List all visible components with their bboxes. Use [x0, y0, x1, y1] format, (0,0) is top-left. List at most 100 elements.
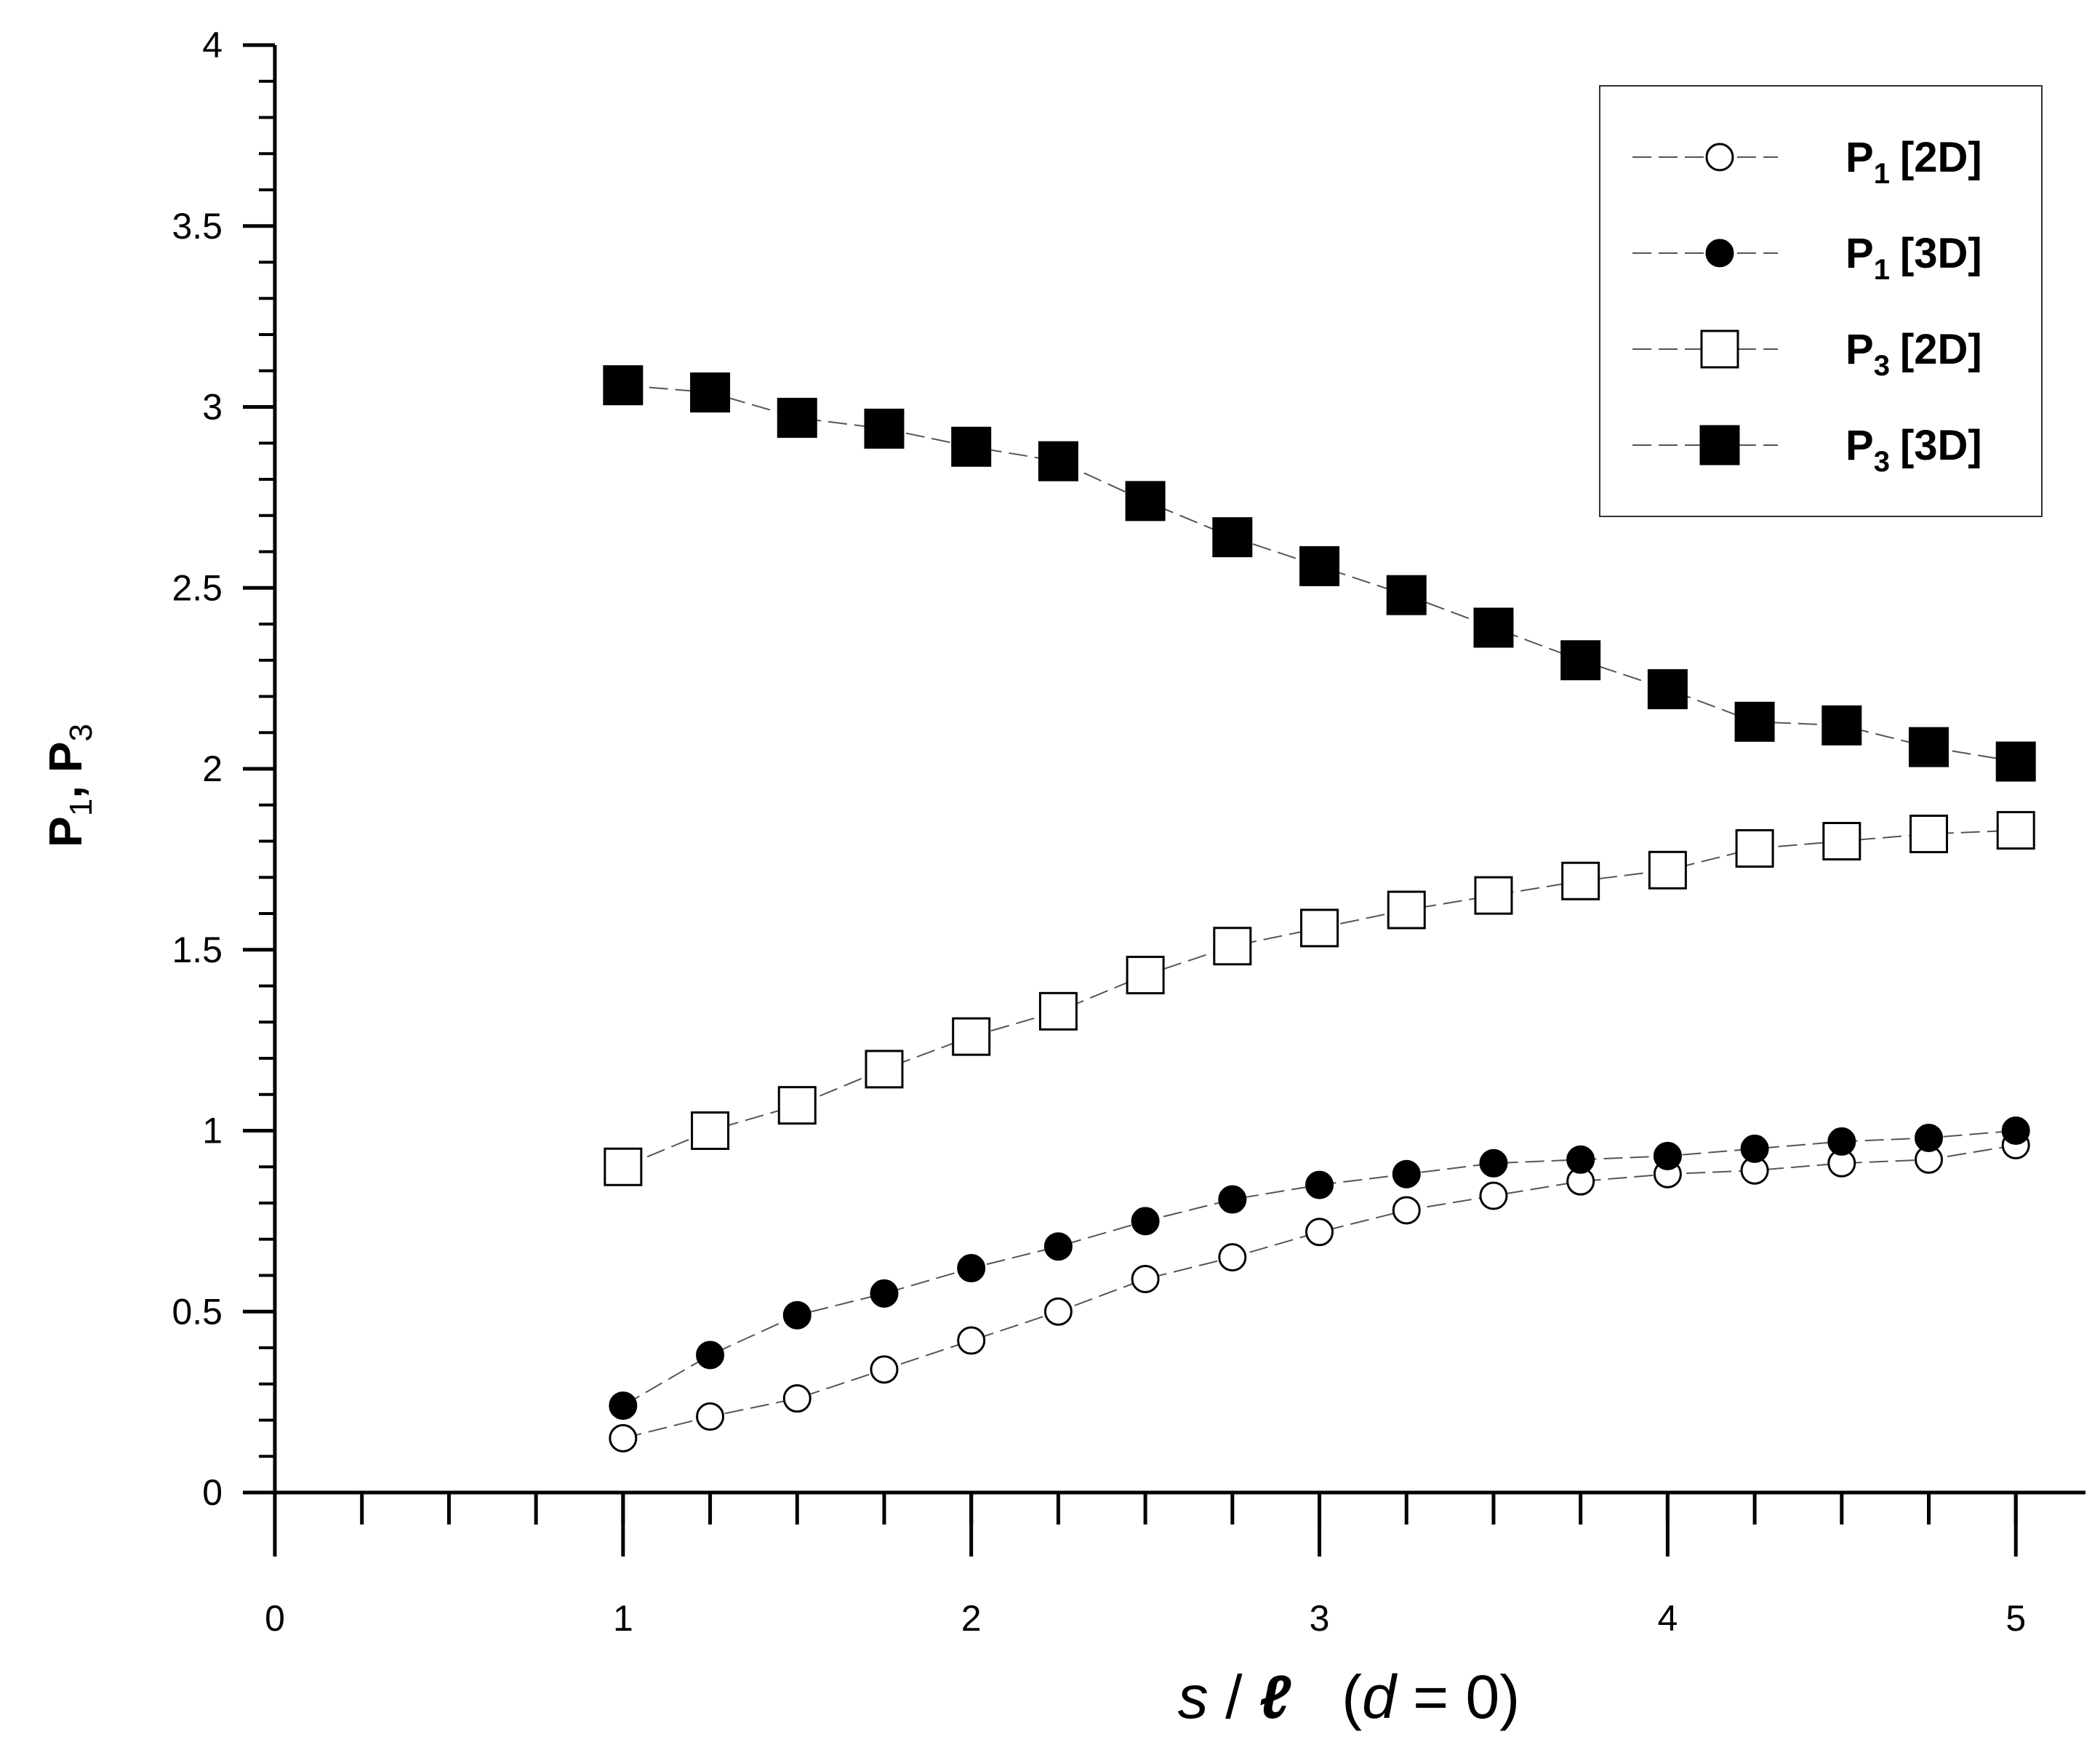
- y-tick-label: 4: [202, 25, 223, 65]
- data-point: [782, 1300, 811, 1330]
- data-point: [604, 1147, 643, 1186]
- data-point: [1038, 991, 1078, 1031]
- axes: 0 0.5 1 1.5 2 2.5 3 3.5 4 0 1 2 3 4 5: [172, 25, 2085, 1639]
- y-tick-label: 3.5: [172, 206, 223, 247]
- data-point: [1909, 727, 1949, 767]
- y-tick-label: 2: [202, 748, 223, 789]
- legend-label: P1 [3D]: [1845, 230, 1982, 286]
- data-point: [691, 1111, 730, 1150]
- data-point: [1560, 640, 1601, 681]
- data-point: [1479, 1181, 1508, 1210]
- series-line: [622, 1144, 2016, 1439]
- data-point: [1392, 1196, 1421, 1225]
- data-point: [1474, 876, 1513, 915]
- legend-entry: P1 [2D]: [1632, 134, 1982, 190]
- data-point: [865, 1050, 904, 1089]
- x-tick-label: 5: [2005, 1598, 2026, 1639]
- legend-label: P1 [2D]: [1845, 134, 1982, 190]
- legend-marker: [1705, 239, 1734, 268]
- axis-titles: s / ℓ (d = 0) P1, P3: [39, 724, 1520, 1731]
- data-point: [1043, 1232, 1073, 1261]
- data-point: [1915, 1123, 1944, 1152]
- legend-label: P3 [3D]: [1845, 422, 1982, 478]
- data-point: [1740, 1134, 1769, 1163]
- data-series: [603, 365, 2036, 1453]
- data-point: [696, 1402, 725, 1431]
- data-point: [2001, 1116, 2030, 1145]
- x-axis-title: s / ℓ (d = 0): [1178, 1663, 1520, 1731]
- data-point: [1387, 890, 1426, 930]
- series-line: [622, 829, 2016, 1168]
- data-point: [1131, 1264, 1160, 1293]
- data-point: [1392, 1159, 1421, 1188]
- y-tick-label: 1: [202, 1111, 223, 1151]
- legend-label: P3 [2D]: [1845, 326, 1982, 382]
- x-tick-label: 3: [1310, 1598, 1330, 1639]
- data-point: [777, 397, 817, 438]
- data-point: [1386, 575, 1427, 615]
- data-point: [782, 1384, 811, 1413]
- data-point: [1043, 1297, 1073, 1326]
- data-point: [1038, 441, 1078, 482]
- data-point: [957, 1254, 986, 1283]
- y-tick-label: 0: [202, 1472, 223, 1513]
- legend-entry: P3 [2D]: [1632, 326, 1982, 382]
- data-point: [1822, 822, 1861, 860]
- legend-marker: [1699, 425, 1740, 466]
- data-point: [1909, 815, 1949, 854]
- data-point: [1647, 669, 1688, 710]
- y-tick-label: 0.5: [172, 1291, 223, 1332]
- data-point: [957, 1326, 986, 1355]
- data-point: [1653, 1141, 1682, 1170]
- legend-entry: P3 [3D]: [1632, 422, 1982, 478]
- data-point: [1125, 481, 1166, 522]
- data-point: [1300, 908, 1339, 948]
- x-tick-label: 0: [265, 1598, 285, 1639]
- data-point: [1299, 546, 1340, 586]
- y-axis-title: P1, P3: [39, 724, 99, 847]
- data-point: [1131, 1207, 1160, 1236]
- legend: P1 [2D] P1 [3D] P3 [2D] P3 [3D]: [1599, 85, 2043, 517]
- data-point: [1479, 1148, 1508, 1178]
- data-point: [1126, 956, 1165, 995]
- x-tick-label: 1: [613, 1598, 633, 1639]
- data-point: [951, 426, 992, 467]
- data-point: [1218, 1243, 1247, 1272]
- data-point: [690, 372, 731, 413]
- x-tick-label: 4: [1657, 1598, 1678, 1639]
- series-square-filled: [603, 365, 2036, 782]
- data-point: [1305, 1170, 1334, 1199]
- data-point: [864, 408, 905, 449]
- legend-entry: P1 [3D]: [1632, 230, 1982, 286]
- legend-marker: [1700, 329, 1739, 369]
- data-point: [603, 365, 644, 406]
- series-square-open: [604, 811, 2035, 1186]
- data-point: [609, 1391, 638, 1421]
- data-point: [1305, 1218, 1334, 1247]
- data-point: [1827, 1127, 1856, 1156]
- data-point: [1566, 1145, 1595, 1174]
- x-tick-label: 2: [961, 1598, 982, 1639]
- data-point: [1822, 705, 1862, 746]
- legend-marker: [1705, 143, 1734, 172]
- data-point: [1212, 517, 1253, 558]
- data-point: [1996, 811, 2035, 850]
- data-point: [696, 1341, 725, 1370]
- series-circle-open: [609, 1130, 2030, 1453]
- data-point: [952, 1017, 991, 1056]
- y-tick-label: 1.5: [172, 930, 223, 970]
- y-tick-label: 3: [202, 387, 223, 428]
- data-point: [1648, 850, 1687, 890]
- data-point: [1995, 741, 2036, 782]
- y-tick-label: 2.5: [172, 567, 223, 608]
- data-point: [1213, 927, 1252, 966]
- data-point: [1734, 701, 1775, 742]
- data-point: [870, 1355, 899, 1384]
- data-point: [777, 1086, 817, 1125]
- data-point: [1561, 861, 1600, 900]
- data-point: [609, 1423, 638, 1453]
- data-point: [1218, 1185, 1247, 1214]
- data-point: [1735, 828, 1774, 868]
